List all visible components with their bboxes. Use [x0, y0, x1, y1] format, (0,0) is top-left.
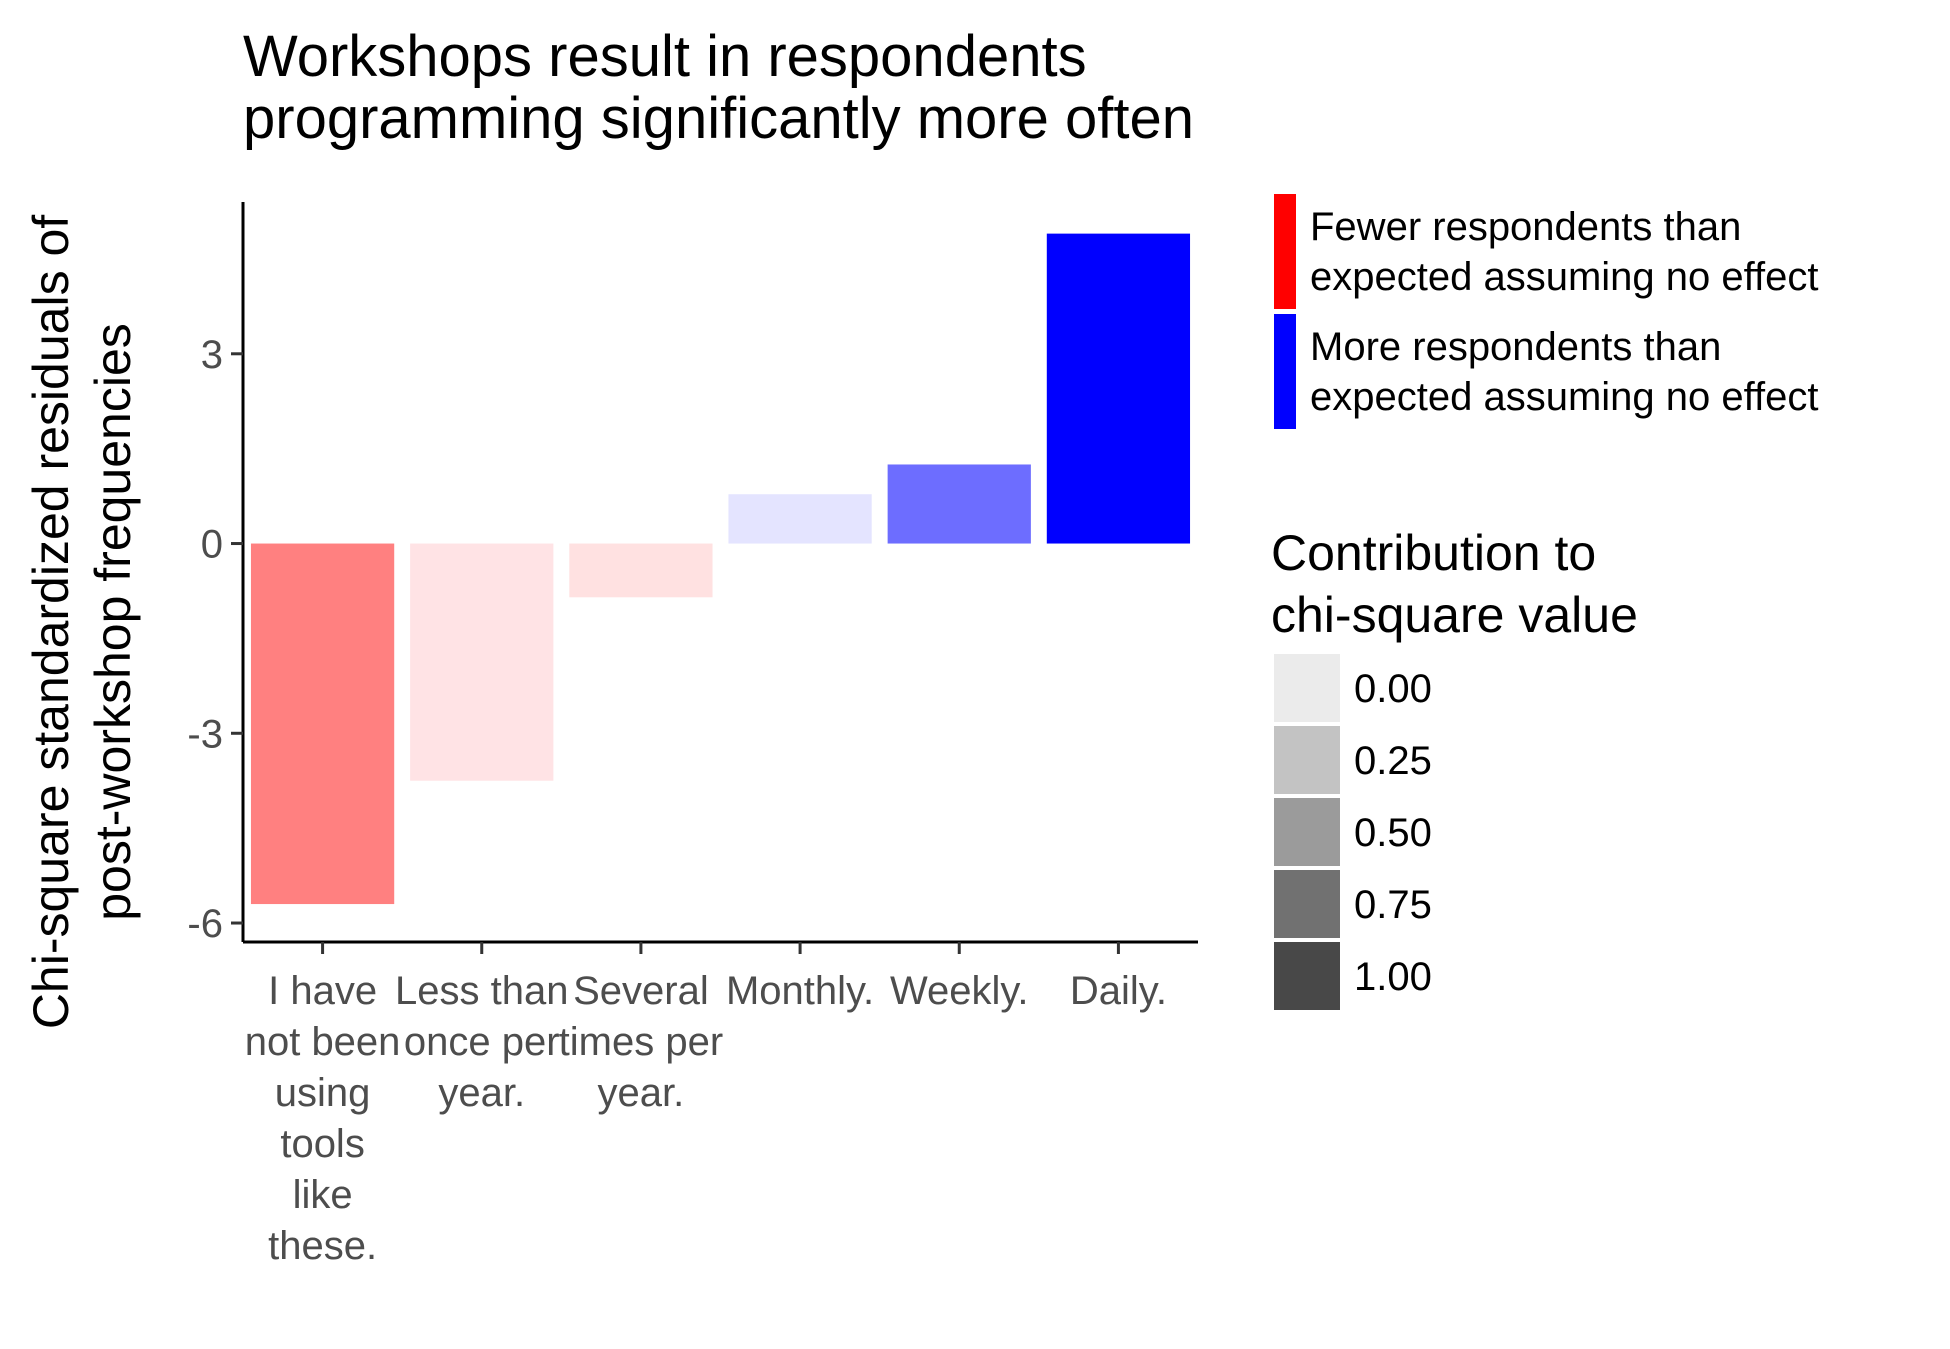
legend-label: 0.00 — [1354, 667, 1432, 711]
legend-label-line: More respondents than — [1310, 325, 1721, 369]
legend-title-line: Contribution to — [1271, 525, 1596, 581]
legend-label-line: expected assuming no effect — [1310, 375, 1818, 419]
x-tick-label: Monthly. — [726, 969, 874, 1013]
legend-key — [1274, 942, 1340, 1010]
legend-label: 0.25 — [1354, 739, 1432, 783]
bar — [887, 464, 1031, 544]
x-tick-label: times per — [559, 1020, 724, 1064]
legend-label: 0.50 — [1354, 811, 1432, 855]
x-tick-label: Several — [573, 969, 709, 1013]
legend-label: 0.75 — [1354, 883, 1432, 927]
chart-title: Workshops result in respondentsprogrammi… — [243, 24, 1194, 151]
y-tick-label: -3 — [187, 712, 223, 756]
x-tick-label: year. — [598, 1071, 685, 1115]
legend-key — [1274, 654, 1340, 722]
legend-key — [1274, 798, 1340, 866]
x-tick-label: once per — [404, 1020, 560, 1064]
bar — [410, 543, 554, 781]
x-tick-label: Daily. — [1070, 969, 1167, 1013]
y-axis-title-line: post-workshop frequencies — [85, 323, 141, 921]
x-tick-label: Less than — [395, 969, 568, 1013]
y-axis-title-line: Chi-square standardized residuals of — [23, 215, 79, 1029]
bar — [569, 543, 713, 598]
x-tick-label: these. — [268, 1224, 377, 1268]
legend-key — [1274, 314, 1296, 429]
x-tick-label: using — [275, 1071, 371, 1115]
x-tick-label: tools — [280, 1122, 365, 1166]
legend-contribution: Contribution to chi-square value 0.00 0.25 0… — [1271, 525, 1638, 1010]
x-tick-label: like — [293, 1173, 353, 1217]
legend-title-line: chi-square value — [1271, 587, 1638, 643]
legend-key — [1274, 870, 1340, 938]
bar — [728, 494, 872, 544]
y-axis-ticks: -6 -3 0 3 — [187, 333, 243, 946]
y-tick-label: -6 — [187, 902, 223, 946]
axes — [241, 202, 1198, 944]
bar — [1046, 233, 1191, 544]
x-tick-label: year. — [438, 1071, 525, 1115]
y-tick-label: 3 — [201, 333, 223, 377]
legend-label-line: expected assuming no effect — [1310, 255, 1818, 299]
chart-title-line: programming significantly more often — [243, 86, 1194, 151]
x-axis-ticks: I have not been using tools like these. Less t… — [245, 942, 1167, 1268]
legend-key — [1274, 194, 1296, 309]
chart-title-line: Workshops result in respondents — [243, 24, 1087, 89]
bars — [250, 233, 1191, 905]
legend-label: 1.00 — [1354, 955, 1432, 999]
legend-key — [1274, 726, 1340, 794]
legend-label-line: Fewer respondents than — [1310, 205, 1741, 249]
bar — [250, 543, 395, 905]
legend-direction: Fewer respondents than expected assuming … — [1274, 194, 1818, 429]
x-tick-label: I have — [268, 969, 377, 1013]
y-axis-title: Chi-square standardized residuals of post… — [23, 215, 141, 1029]
x-tick-label: Weekly. — [890, 969, 1029, 1013]
x-tick-label: not been — [245, 1020, 401, 1064]
y-tick-label: 0 — [201, 523, 223, 567]
